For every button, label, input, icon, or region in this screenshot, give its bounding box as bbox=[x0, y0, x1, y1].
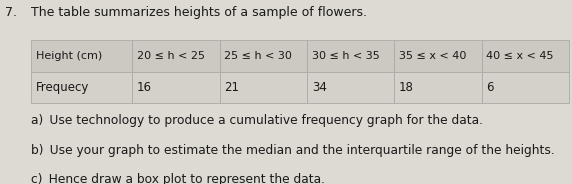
Text: b) Use your graph to estimate the median and the interquartile range of the heig: b) Use your graph to estimate the median… bbox=[31, 144, 555, 157]
Text: 21: 21 bbox=[224, 81, 239, 94]
Text: 25 ≤ h < 30: 25 ≤ h < 30 bbox=[224, 51, 292, 61]
Text: a) Use technology to produce a cumulative frequency graph for the data.: a) Use technology to produce a cumulativ… bbox=[31, 114, 483, 127]
Text: 35 ≤ x < 40: 35 ≤ x < 40 bbox=[399, 51, 466, 61]
Text: 40 ≤ x < 45: 40 ≤ x < 45 bbox=[486, 51, 554, 61]
Text: 6: 6 bbox=[486, 81, 494, 94]
Text: The table summarizes heights of a sample of flowers.: The table summarizes heights of a sample… bbox=[31, 6, 367, 19]
Text: 34: 34 bbox=[312, 81, 327, 94]
Text: 16: 16 bbox=[137, 81, 152, 94]
Text: Frequecy: Frequecy bbox=[36, 81, 89, 94]
Text: 18: 18 bbox=[399, 81, 414, 94]
Text: Height (cm): Height (cm) bbox=[36, 51, 102, 61]
Text: c) Hence draw a box plot to represent the data.: c) Hence draw a box plot to represent th… bbox=[31, 173, 325, 184]
Text: 20 ≤ h < 25: 20 ≤ h < 25 bbox=[137, 51, 205, 61]
Text: 7.: 7. bbox=[5, 6, 17, 19]
Text: 30 ≤ h < 35: 30 ≤ h < 35 bbox=[312, 51, 379, 61]
